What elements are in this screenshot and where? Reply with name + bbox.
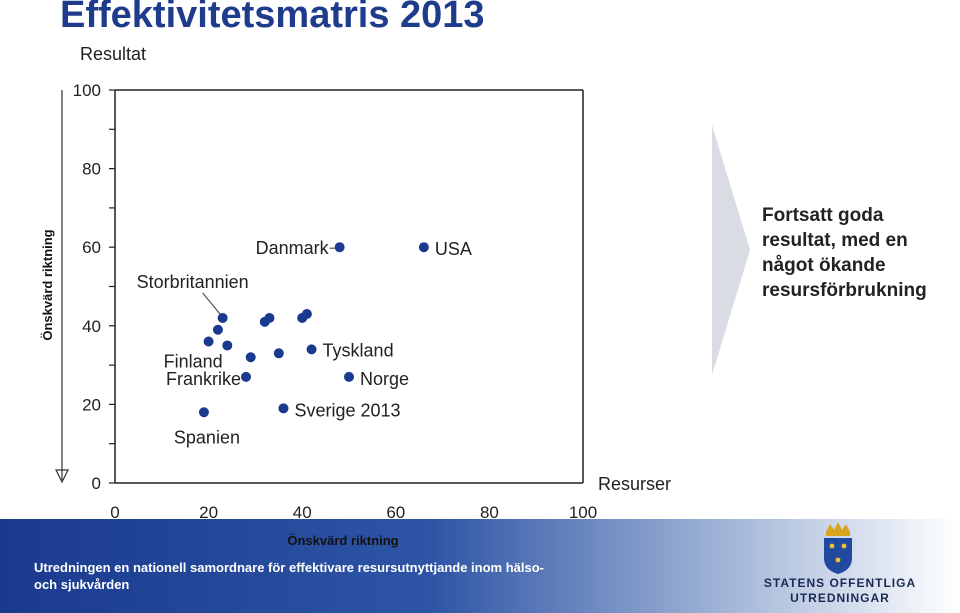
data-point xyxy=(245,352,256,363)
point-label: Frankrike xyxy=(166,369,241,389)
x-tick-label: 80 xyxy=(480,503,499,522)
logo-text-line2: UTREDNINGAR xyxy=(790,591,890,605)
x-tick-label: 60 xyxy=(386,503,405,522)
sou-logo: STATENS OFFENTLIGA UTREDNINGAR xyxy=(760,522,920,610)
point-label: Danmark xyxy=(256,238,330,258)
data-point xyxy=(334,242,345,253)
y-tick-label: 40 xyxy=(82,317,101,336)
x-axis-title: Resurser xyxy=(598,474,671,494)
y-tick-label: 20 xyxy=(82,395,101,414)
point-label: Sverige 2013 xyxy=(294,400,400,420)
data-points xyxy=(198,242,429,418)
chevron-arrow-shape xyxy=(712,125,750,375)
y-axis-title: Resultat xyxy=(80,44,146,64)
data-point xyxy=(301,309,312,320)
leader-lines xyxy=(202,247,335,317)
data-point xyxy=(278,403,289,414)
page-title: Effektivitetsmatris 2013 xyxy=(60,0,485,36)
x-tick-label: 40 xyxy=(293,503,312,522)
data-point xyxy=(264,312,275,323)
point-label: USA xyxy=(435,239,472,259)
x-tick-label: 100 xyxy=(569,503,597,522)
point-label: Storbritannien xyxy=(137,272,249,292)
x-ticks: 0 20 40 60 80 100 xyxy=(110,503,597,522)
point-label: Spanien xyxy=(174,427,240,447)
data-point xyxy=(273,348,284,359)
data-point xyxy=(212,324,223,335)
data-point xyxy=(418,242,429,253)
footer-bar: Utredningen en nationell samordnare för … xyxy=(0,519,960,613)
data-point xyxy=(203,336,214,347)
data-point xyxy=(306,344,317,355)
data-point xyxy=(344,371,354,382)
y-ticks: 0 20 40 60 80 100 xyxy=(73,81,115,493)
y-tick-label: 60 xyxy=(82,238,101,257)
y-tick-label: 100 xyxy=(73,81,101,100)
y-tick-label: 80 xyxy=(82,160,101,179)
x-tick-label: 0 xyxy=(110,503,119,522)
point-label: Finland xyxy=(164,352,223,372)
footer-text: Utredningen en nationell samordnare för … xyxy=(34,560,544,592)
leader-line xyxy=(202,292,223,317)
data-point xyxy=(241,371,252,382)
data-point xyxy=(217,312,228,323)
y-direction-arrow-head xyxy=(55,469,69,484)
data-point xyxy=(198,407,209,418)
annotation-text: Fortsatt goda resultat, med en något öka… xyxy=(762,205,927,301)
x-tick-label: 20 xyxy=(199,503,218,522)
logo-text-line1: STATENS OFFENTLIGA xyxy=(763,576,917,590)
y-direction-label: Önskvärd riktning xyxy=(40,229,55,340)
y-tick-label: 0 xyxy=(92,474,101,493)
data-point xyxy=(222,340,233,351)
point-label: Norge xyxy=(360,369,409,389)
crown-shield-icon xyxy=(824,522,852,574)
point-label: Tyskland xyxy=(323,340,394,360)
